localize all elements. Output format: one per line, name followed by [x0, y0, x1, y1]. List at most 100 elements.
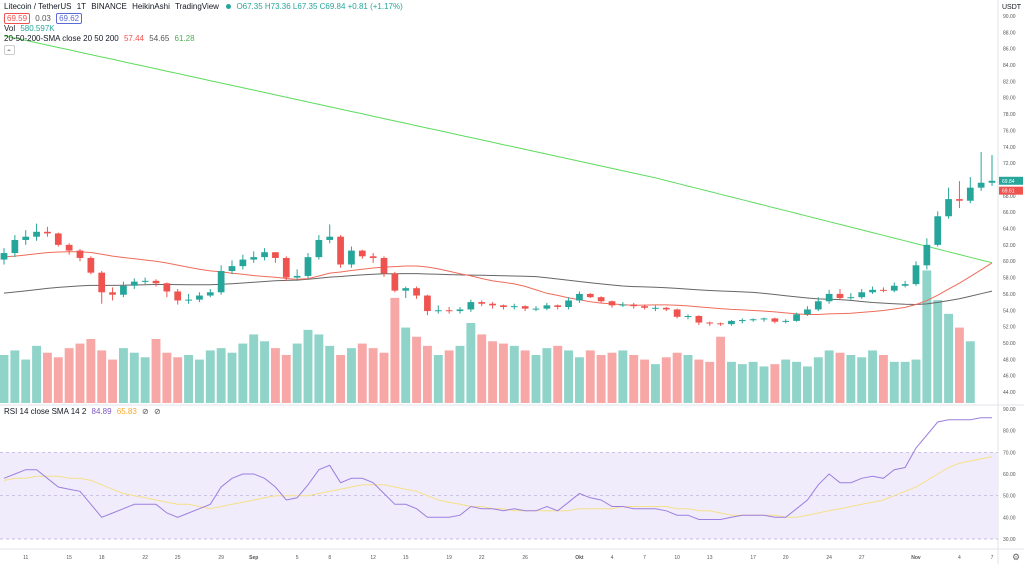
candle-body[interactable]	[44, 231, 51, 234]
time-axis[interactable]: 11 15 18 22 25 29 Sep 5 8 12 15 19 22 26 Okt 4 7 10 13 17 20…	[23, 555, 993, 561]
price-axis[interactable]: USDT 90.00 88.00 86.00 84.00 82.00 80.00 78.00…	[1002, 4, 1022, 396]
candle-body[interactable]	[380, 257, 388, 274]
candle-body[interactable]	[804, 309, 811, 315]
candle-body[interactable]	[945, 199, 952, 217]
candle-body[interactable]	[956, 199, 963, 201]
candle-body[interactable]	[337, 236, 344, 265]
candle-body[interactable]	[174, 291, 182, 301]
candle-body[interactable]	[391, 273, 399, 291]
candle-body[interactable]	[239, 259, 247, 267]
candle-body[interactable]	[706, 322, 714, 324]
candle-body[interactable]	[304, 257, 312, 276]
candle-body[interactable]	[934, 216, 942, 245]
buy-button[interactable]: 69.62	[56, 13, 83, 24]
candle-body[interactable]	[402, 288, 410, 291]
candle-body[interactable]	[847, 297, 855, 299]
candle-body[interactable]	[413, 288, 420, 296]
candle-body[interactable]	[163, 283, 171, 292]
candle-body[interactable]	[261, 252, 268, 258]
candle-body[interactable]	[521, 306, 529, 309]
candle-body[interactable]	[282, 257, 290, 278]
candle-body[interactable]	[760, 318, 768, 320]
candle-body[interactable]	[814, 301, 822, 310]
sell-button[interactable]: 69.59	[4, 13, 31, 24]
candle-body[interactable]	[641, 306, 648, 308]
eye-icon[interactable]: ⊘	[142, 407, 149, 416]
candle-body[interactable]	[250, 257, 258, 260]
candle-body[interactable]	[630, 304, 638, 307]
candle-body[interactable]	[33, 231, 40, 237]
candle-body[interactable]	[315, 239, 323, 258]
candle-body[interactable]	[22, 236, 30, 240]
candle-body[interactable]	[434, 310, 442, 312]
candle-body[interactable]	[467, 302, 475, 310]
candle-body[interactable]	[901, 284, 909, 286]
candle-body[interactable]	[565, 300, 572, 307]
candle-body[interactable]	[619, 304, 627, 306]
candle-body[interactable]	[608, 301, 616, 306]
candle-body[interactable]	[293, 275, 301, 278]
candle-body[interactable]	[152, 280, 160, 284]
candle-body[interactable]	[554, 305, 562, 307]
rsi-legend[interactable]: RSI 14 close SMA 14 2 84.89 65.83 ⊘ ⊘	[4, 407, 164, 417]
candlesticks[interactable]	[0, 152, 996, 326]
candle-body[interactable]	[793, 314, 800, 321]
candle-body[interactable]	[673, 309, 681, 317]
candle-body[interactable]	[65, 244, 73, 251]
candle-body[interactable]	[597, 297, 605, 302]
candle-body[interactable]	[228, 266, 236, 272]
candle-body[interactable]	[98, 272, 106, 293]
candle-body[interactable]	[326, 236, 334, 240]
candle-body[interactable]	[185, 299, 192, 301]
candle-body[interactable]	[782, 320, 790, 322]
candle-body[interactable]	[586, 293, 594, 298]
candle-body[interactable]	[87, 257, 95, 273]
candle-body[interactable]	[695, 315, 703, 323]
rsi-axis[interactable]: 90.00 80.00 70.00 60.00 50.00 40.00 30.00	[1003, 407, 1016, 543]
candle-body[interactable]	[966, 187, 974, 201]
candle-body[interactable]	[988, 180, 996, 183]
candle-body[interactable]	[369, 256, 377, 258]
candle-body[interactable]	[684, 315, 692, 317]
candle-body[interactable]	[890, 285, 898, 291]
candle-body[interactable]	[771, 318, 779, 322]
candle-body[interactable]	[478, 302, 486, 304]
candle-body[interactable]	[456, 309, 464, 312]
candle-body[interactable]	[11, 239, 19, 254]
candle-body[interactable]	[109, 292, 116, 295]
candle-body[interactable]	[217, 271, 225, 293]
candle-body[interactable]	[977, 182, 985, 188]
candle-body[interactable]	[576, 293, 583, 301]
candle-body[interactable]	[825, 293, 833, 302]
candle-body[interactable]	[880, 289, 887, 291]
candle-body[interactable]	[738, 320, 746, 322]
candle-body[interactable]	[510, 306, 518, 308]
candle-body[interactable]	[717, 323, 724, 325]
candle-body[interactable]	[54, 233, 62, 245]
candle-body[interactable]	[652, 307, 659, 309]
candle-body[interactable]	[348, 250, 355, 265]
sma-legend[interactable]: 20-50-200-SMA close 20 50 200 57.44 54.6…	[4, 34, 198, 44]
candle-body[interactable]	[489, 303, 496, 306]
candle-body[interactable]	[836, 293, 844, 298]
candle-body[interactable]	[196, 295, 203, 300]
candle-body[interactable]	[76, 250, 84, 258]
candle-body[interactable]	[923, 244, 931, 266]
candle-body[interactable]	[272, 252, 279, 258]
candle-body[interactable]	[728, 320, 735, 325]
candle-body[interactable]	[206, 292, 214, 296]
candle-body[interactable]	[749, 319, 757, 321]
candle-body[interactable]	[141, 280, 149, 282]
candle-body[interactable]	[500, 305, 507, 307]
settings-icon[interactable]: ⊘	[153, 407, 161, 416]
candle-body[interactable]	[662, 307, 670, 310]
candle-body[interactable]	[858, 292, 866, 298]
candle-body[interactable]	[543, 305, 551, 309]
candle-body[interactable]	[130, 281, 138, 286]
candle-body[interactable]	[0, 253, 8, 260]
candle-body[interactable]	[532, 308, 540, 310]
candle-body[interactable]	[358, 250, 366, 257]
symbol-name[interactable]: Litecoin / TetherUS	[4, 2, 72, 11]
